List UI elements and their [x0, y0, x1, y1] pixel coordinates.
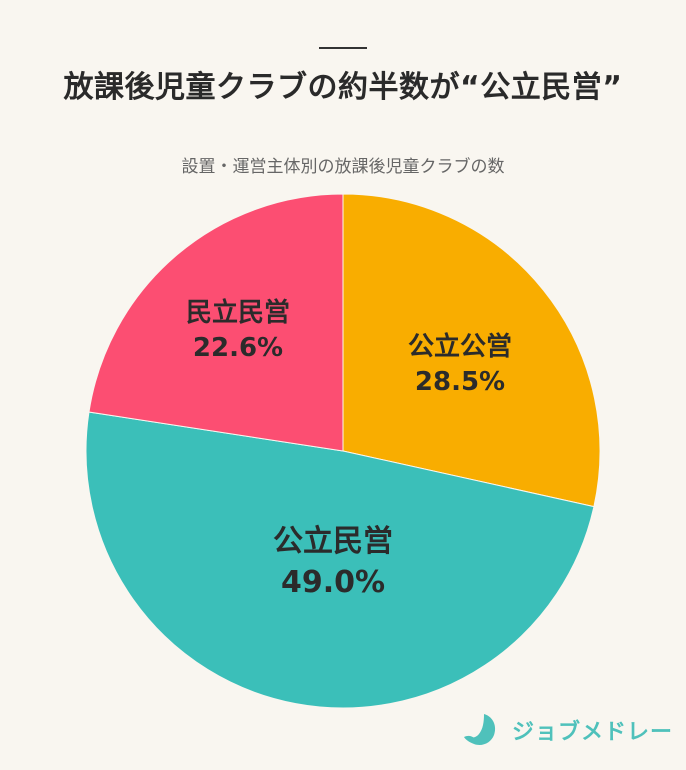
page-title: 放課後児童クラブの約半数が“公立民営” — [63, 70, 623, 105]
pie-slice — [88, 193, 344, 452]
slice-label-public-private: 公立民営 49.0% — [273, 524, 393, 600]
jobmedley-logo: ジョブメドレー — [464, 713, 673, 747]
title-rule — [319, 47, 367, 49]
slice-label-public-public: 公立公営 28.5% — [407, 332, 512, 398]
slice-label-private-private: 民立民営 22.6% — [185, 298, 290, 364]
logo-text: ジョブメドレー — [512, 720, 674, 745]
pie-slice — [342, 193, 601, 508]
pie-slice — [85, 411, 595, 709]
chart-subtitle: 設置・運営主体別の放課後児童クラブの数 — [181, 157, 505, 177]
jobmedley-mark-icon — [464, 714, 496, 745]
